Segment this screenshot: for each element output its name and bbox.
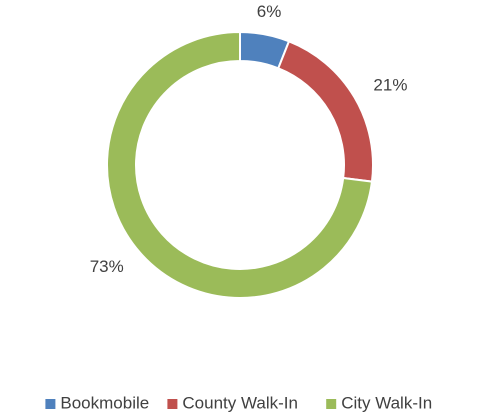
legend-label: City Walk-In <box>341 393 432 412</box>
data-label: 6% <box>257 2 282 21</box>
legend-swatch <box>326 399 337 409</box>
donut-segment <box>276 40 374 183</box>
legend-swatch <box>45 399 56 409</box>
legend-label: County Walk-In <box>182 393 298 412</box>
legend-swatch <box>167 399 178 409</box>
donut-segment <box>106 30 374 299</box>
legend-label: Bookmobile <box>60 393 149 412</box>
data-label: 21% <box>373 76 407 95</box>
data-label: 73% <box>90 257 124 276</box>
